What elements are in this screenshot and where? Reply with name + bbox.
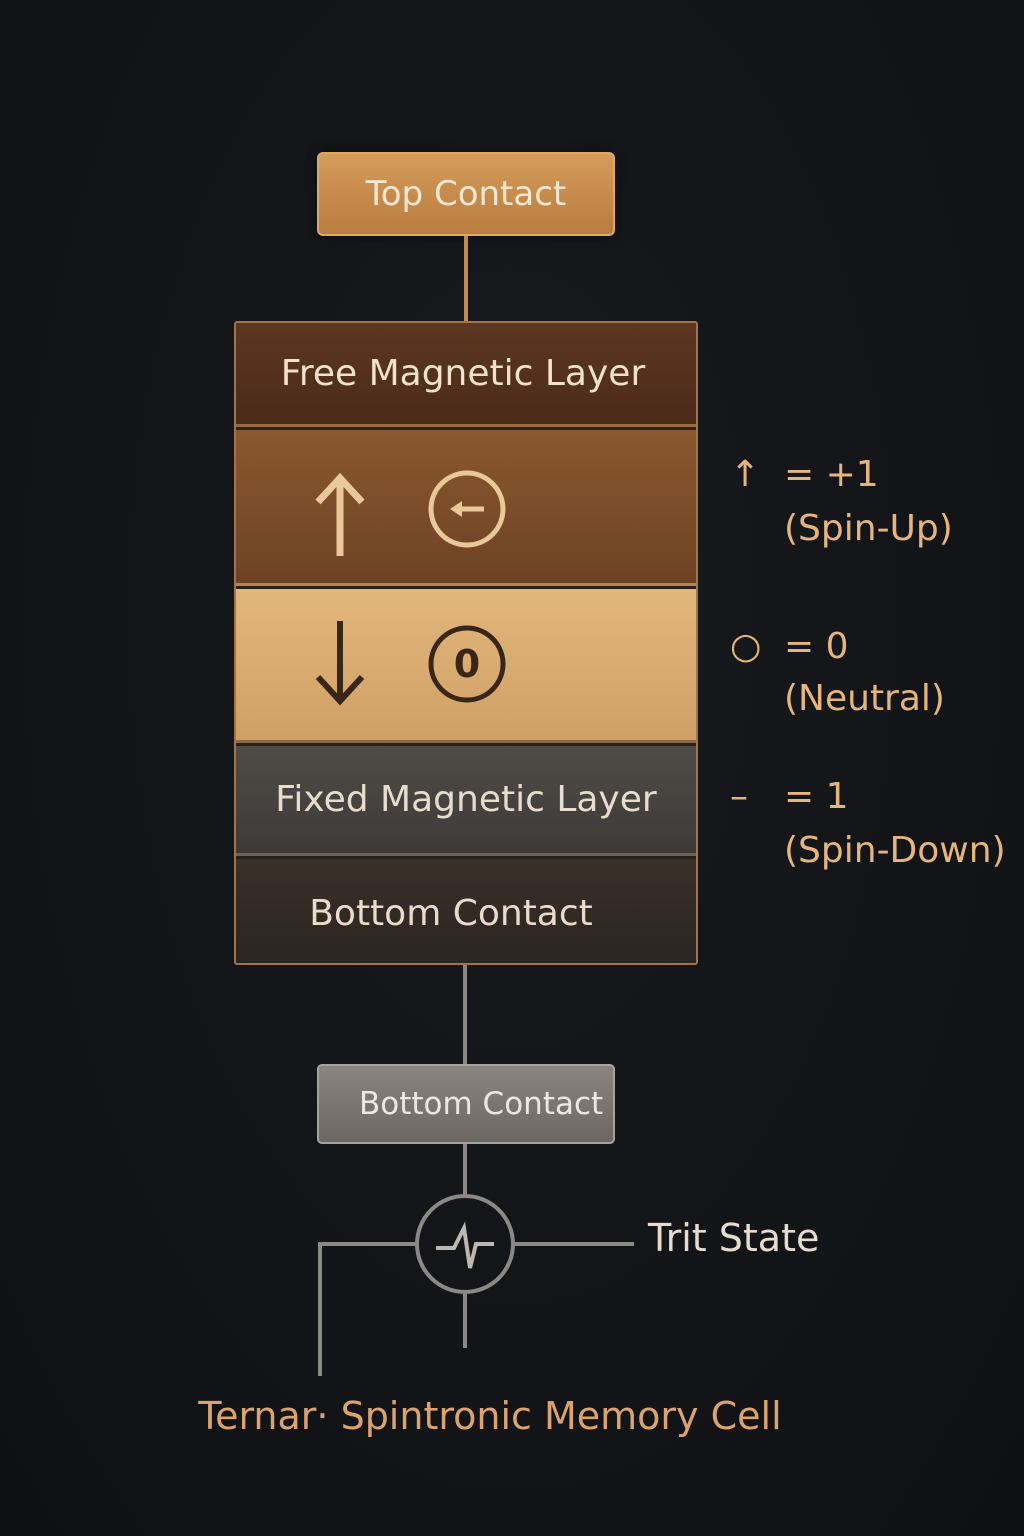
legend-minus-one-symbol: – bbox=[730, 776, 748, 817]
legend-plus-one-symbol: ↑ bbox=[730, 454, 761, 495]
layer-stack: Free Magnetic Layer 0 Fixed Magnetic Lay… bbox=[234, 321, 698, 965]
legend-minus-one: – = 1 bbox=[730, 776, 849, 817]
arrow-down-icon bbox=[315, 621, 365, 706]
free-magnetic-layer: Free Magnetic Layer bbox=[236, 323, 696, 427]
fixed-magnetic-layer: Fixed Magnetic Layer bbox=[236, 746, 696, 856]
legend-zero-equation: = 0 bbox=[784, 626, 849, 667]
legend-plus-one-description: (Spin-Up) bbox=[784, 508, 953, 549]
legend-zero-description: (Neutral) bbox=[784, 678, 945, 719]
circle-zero-icon: 0 bbox=[428, 625, 506, 703]
bottom-contact-layer: Bottom Contact bbox=[236, 859, 696, 963]
free-magnetic-layer-label: Free Magnetic Layer bbox=[280, 353, 646, 394]
bottom-contact-box: Bottom Contact bbox=[317, 1064, 615, 1144]
bottom-wire bbox=[463, 965, 467, 1065]
legend-minus-one-description: (Spin-Down) bbox=[784, 830, 1006, 871]
legend-plus-one: ↑ = +1 bbox=[730, 454, 879, 495]
bottom-contact-layer-label: Bottom Contact bbox=[309, 892, 593, 934]
top-wire bbox=[464, 236, 468, 322]
trit-state-label: Trit State bbox=[648, 1216, 820, 1260]
fixed-magnetic-layer-label: Fixed Magnetic Layer bbox=[275, 779, 657, 820]
legend-zero-symbol: ○ bbox=[730, 626, 762, 667]
legend-plus-one-equation: = +1 bbox=[784, 454, 879, 495]
top-contact: Top Contact bbox=[317, 152, 615, 236]
arrow-up-icon bbox=[315, 472, 365, 556]
spin-up-layer bbox=[236, 430, 696, 586]
zero-symbol-text: 0 bbox=[454, 642, 480, 686]
diagram-caption: Ternar· Spintronic Memory Cell bbox=[198, 1394, 782, 1438]
pulse-circle-icon bbox=[415, 1194, 515, 1294]
trit-state-circuit bbox=[318, 1144, 634, 1376]
circle-left-arrow-icon bbox=[428, 470, 506, 548]
legend-minus-one-equation: = 1 bbox=[784, 776, 849, 817]
legend-zero: ○ = 0 bbox=[730, 626, 849, 667]
spin-down-layer: 0 bbox=[236, 589, 696, 743]
